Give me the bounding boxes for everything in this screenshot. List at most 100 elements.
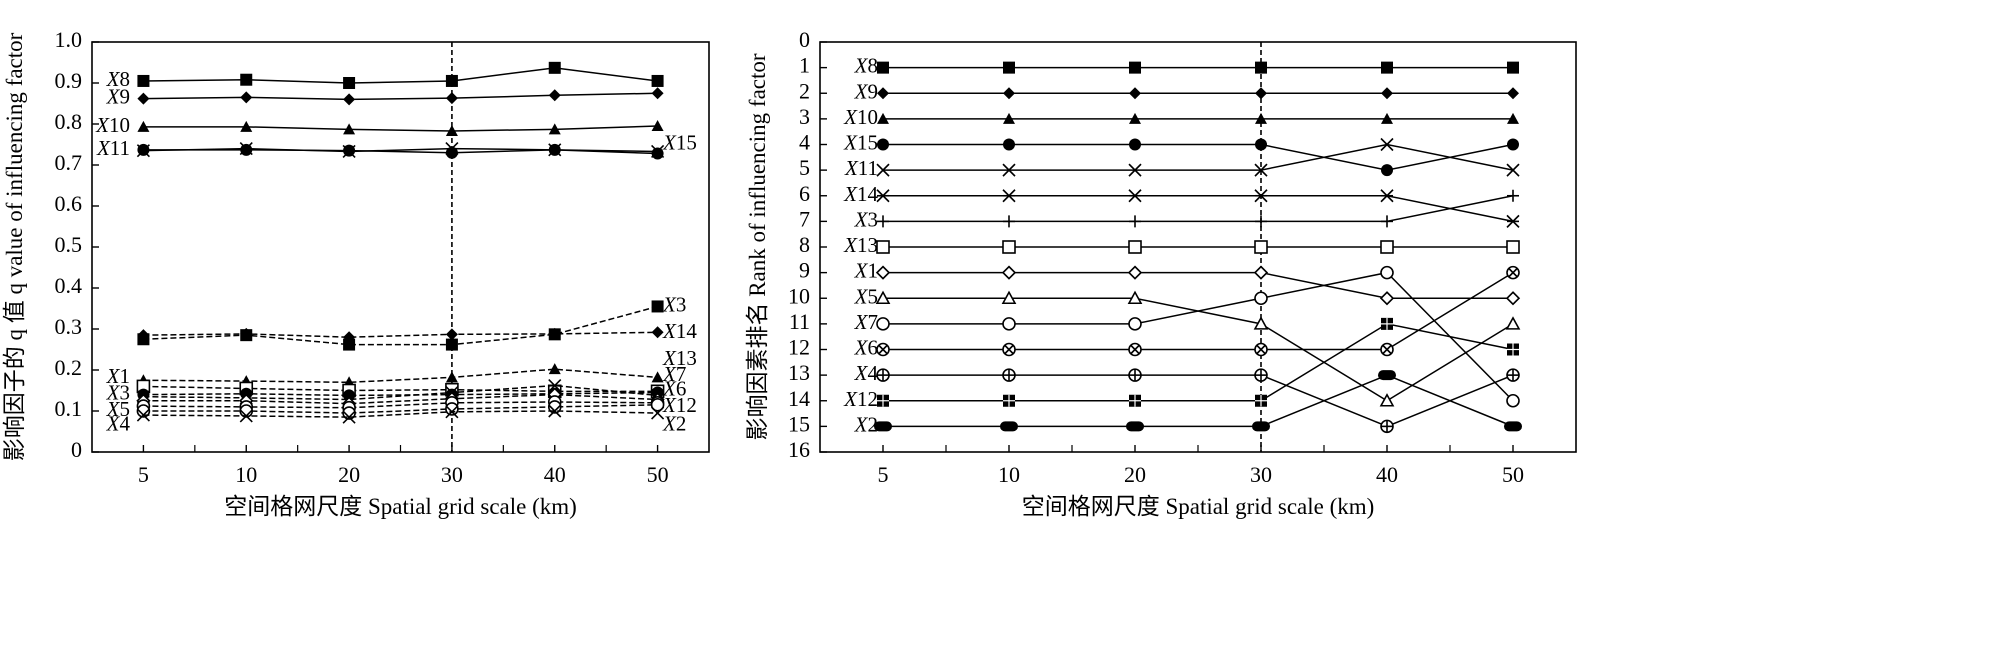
chart1-series-label-right: X6 [662, 376, 686, 400]
chart2-series-line [883, 374, 1514, 428]
chart1-data-point [651, 120, 664, 132]
chart2-data-point [1379, 291, 1395, 306]
chart2-y-axis-title: 影响因素排名 Rank of influencing factor [745, 53, 770, 440]
chart2-series-x7 [876, 265, 1520, 408]
chart2-data-point [1127, 290, 1143, 305]
chart1-series-line [143, 404, 658, 414]
chart2-data-point [1255, 138, 1267, 151]
chart1-series-line [143, 393, 658, 405]
chart2-series-label: X3 [854, 207, 878, 231]
chart1-data-point [240, 91, 253, 104]
chart1-data-point [136, 144, 150, 158]
chart2-data-point [1380, 265, 1394, 280]
chart2-data-point [1003, 394, 1015, 407]
chart1-series-x4 [136, 398, 665, 420]
chart2-series-x11 [876, 137, 1520, 177]
chart1-data-point [342, 144, 356, 159]
chart1-series-label-right: X13 [662, 346, 697, 370]
chart1-data-point [445, 402, 459, 416]
chart2-data-point [876, 163, 890, 177]
chart1-data-point [548, 404, 562, 418]
chart1-series-label-right: X12 [662, 393, 697, 417]
chart1-data-point [445, 328, 458, 341]
chart1-data-point [137, 120, 150, 132]
chart1-data-point [548, 89, 561, 102]
chart2-series-line [883, 374, 1514, 428]
chart1-data-point [445, 338, 458, 351]
chart2-data-point [874, 421, 892, 432]
chart2-data-point [1381, 164, 1393, 177]
chart1-data-point [343, 331, 356, 344]
chart2-data-point [877, 112, 889, 124]
chart1-data-point [548, 379, 562, 393]
chart1-data-point [240, 120, 253, 132]
chart1-data-point [240, 143, 253, 156]
chart2-data-point [876, 317, 890, 331]
chart2-series-label: X10 [843, 105, 878, 129]
chart1-data-point [548, 327, 561, 340]
chart1-series-line [143, 331, 658, 338]
chart1-data-point [651, 74, 664, 87]
chart2-data-point [877, 138, 889, 151]
chart2-series-label: X4 [854, 361, 879, 385]
chart1-ytick-label: 0 [71, 437, 82, 462]
chart1-series-label-left: X1 [106, 364, 130, 388]
chart1-series-line [143, 125, 658, 132]
chart1-series-line [143, 92, 658, 101]
chart2-series-label: X15 [843, 130, 878, 154]
chart2-data-point [1002, 368, 1016, 382]
chart2-data-point [1380, 137, 1394, 152]
chart2-data-point [876, 240, 890, 254]
chart2-series-label: X12 [843, 387, 878, 411]
chart2-data-point [1003, 215, 1015, 228]
chart2-data-point [1504, 421, 1522, 432]
chart2-ytick-label: 16 [788, 437, 810, 462]
chart1-series-line [143, 385, 658, 393]
chart2-data-point [1381, 112, 1393, 124]
chart1-ytick-label: 0.2 [55, 355, 83, 380]
chart2-ytick-label: 3 [799, 104, 810, 129]
chart1-series-label-right: X15 [662, 130, 697, 154]
chart2-series-x13 [876, 240, 1520, 254]
chart1-xtick-label: 50 [647, 462, 669, 487]
chart1-data-point [651, 371, 664, 383]
chart2-series-x2 [874, 370, 1522, 432]
chart2-ytick-label: 11 [789, 309, 810, 334]
chart1-data-point [137, 74, 150, 87]
chart1-data-point [445, 371, 458, 383]
chart2-series-line [883, 195, 1514, 223]
chart2-data-point [1003, 61, 1015, 74]
chart2-data-point [1129, 61, 1141, 74]
chart1-series-label-right: X2 [662, 411, 686, 435]
chart2-ytick-label: 13 [788, 360, 810, 385]
chart2-series-label: X1 [854, 258, 878, 282]
chart1-data-point [445, 74, 458, 87]
chart2-data-point [1128, 240, 1142, 254]
chart1-series-x10 [137, 120, 664, 136]
chart1-data-point [136, 408, 150, 422]
chart2-data-point [1254, 342, 1268, 357]
chart1-data-point [445, 405, 459, 419]
chart1-ytick-label: 0.8 [55, 109, 83, 134]
chart2-data-point [1255, 215, 1267, 228]
chart1-xtick-label: 20 [338, 462, 360, 487]
chart2-data-point [876, 368, 890, 382]
chart1-data-point [651, 326, 664, 339]
chart2-ytick-label: 14 [788, 386, 810, 411]
chart2-data-point [1128, 368, 1142, 382]
chart2-data-point [1381, 87, 1393, 100]
chart2-data-point [875, 265, 891, 280]
chart2-xtick-label: 30 [1250, 462, 1272, 487]
chart1-series-label-left: X4 [106, 411, 131, 435]
chart2-data-point [1507, 61, 1519, 74]
chart2-data-point [1127, 265, 1143, 280]
chart2-ytick-label: 12 [788, 335, 810, 360]
chart2-data-point [1506, 393, 1520, 408]
chart2-series-x4 [876, 368, 1520, 434]
chart1-xtick-label: 5 [138, 462, 149, 487]
chart1-ytick-label: 0.1 [55, 396, 83, 421]
chart2-data-point [875, 290, 891, 305]
chart1-data-point [342, 406, 356, 420]
chart2-data-point [1252, 421, 1270, 432]
chart1-ytick-label: 0.5 [55, 232, 83, 257]
